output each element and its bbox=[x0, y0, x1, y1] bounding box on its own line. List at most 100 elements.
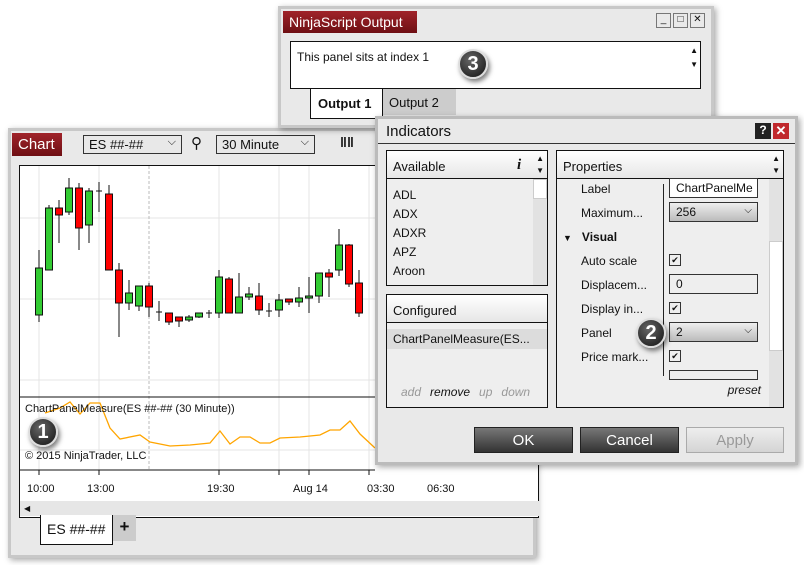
tab-instrument[interactable]: ES ##-## bbox=[40, 515, 113, 545]
list-item[interactable]: APZ bbox=[393, 245, 417, 259]
candle bbox=[135, 285, 143, 307]
candle bbox=[275, 299, 283, 311]
candle bbox=[75, 187, 83, 229]
prop-maximum-name: Maximum... bbox=[581, 206, 644, 220]
scrollbar[interactable] bbox=[769, 179, 783, 407]
badge-1: 1 bbox=[28, 417, 58, 447]
list-item[interactable]: ADX bbox=[393, 207, 418, 221]
down-button[interactable]: down bbox=[501, 385, 531, 399]
candle bbox=[115, 269, 123, 304]
output-text: This panel sits at index 1 bbox=[297, 50, 430, 64]
window-controls: _ □ ✕ bbox=[656, 13, 705, 28]
candle bbox=[345, 244, 353, 285]
candle bbox=[65, 187, 73, 213]
search-icon[interactable]: ⚲ bbox=[191, 135, 202, 152]
indicator-line bbox=[44, 401, 376, 449]
prop-price-marker-name: Price mark... bbox=[581, 350, 649, 364]
scroll-arrows[interactable]: ▲ ▼ bbox=[536, 154, 544, 175]
instrument-selector[interactable]: ES ##-## ⌵ bbox=[83, 135, 182, 154]
badge-2: 2 bbox=[636, 318, 666, 348]
maximum-value: 256 bbox=[676, 205, 697, 219]
scrollbar[interactable]: ◀ bbox=[20, 501, 540, 516]
prop-display-in-name: Display in... bbox=[581, 302, 644, 316]
info-icon[interactable]: i bbox=[517, 157, 522, 173]
autoscale-checkbox[interactable]: ✔ bbox=[669, 254, 681, 266]
candle bbox=[355, 282, 363, 314]
candle bbox=[245, 293, 253, 298]
minimize-icon[interactable]: _ bbox=[656, 13, 671, 28]
x-axis-label: 13:00 bbox=[87, 483, 115, 495]
scroll-arrows[interactable]: ▲ ▼ bbox=[690, 46, 698, 69]
candle bbox=[315, 272, 323, 297]
x-axis-label: Aug 14 bbox=[293, 483, 328, 495]
chart-title: Chart bbox=[12, 133, 62, 156]
configured-actions: add remove up down bbox=[401, 385, 530, 399]
up-button[interactable]: up bbox=[479, 385, 493, 399]
tab-output-2[interactable]: Output 2 bbox=[383, 89, 456, 115]
candle bbox=[85, 190, 93, 226]
candle bbox=[35, 267, 43, 316]
bar-type-icon[interactable]: ‖‖ bbox=[340, 134, 354, 150]
candle bbox=[255, 295, 263, 311]
ok-button[interactable]: OK bbox=[474, 427, 573, 453]
section-title: Visual bbox=[581, 230, 618, 244]
configured-header: Configured bbox=[387, 295, 547, 323]
x-axis-label: 10:00 bbox=[27, 483, 55, 495]
price-marker-checkbox[interactable]: ✔ bbox=[669, 350, 681, 362]
available-title: Available bbox=[393, 159, 446, 174]
add-button[interactable]: add bbox=[401, 385, 422, 399]
preset-link[interactable]: preset bbox=[727, 383, 761, 397]
panel-value: 2 bbox=[676, 325, 683, 339]
scrollbar[interactable] bbox=[533, 179, 547, 285]
collapse-icon: ▼ bbox=[563, 233, 572, 243]
x-axis-label: 03:30 bbox=[367, 483, 395, 495]
badge-3: 3 bbox=[458, 49, 488, 79]
chevron-down-icon: ⌵ bbox=[167, 136, 176, 148]
list-item[interactable]: Aroon bbox=[393, 264, 426, 278]
available-panel: Available i ▲ ▼ ADL ADX ADXR APZ Aroon bbox=[386, 150, 548, 286]
scroll-arrows[interactable]: ▲ ▼ bbox=[772, 154, 780, 175]
candle bbox=[295, 297, 303, 303]
prop-panel-name: Panel bbox=[581, 326, 612, 340]
grid-divider bbox=[663, 184, 664, 376]
configured-item[interactable]: ChartPanelMeasure(ES... bbox=[387, 329, 547, 349]
chevron-down-icon: ⌵ bbox=[300, 136, 309, 148]
remove-button[interactable]: remove bbox=[430, 385, 471, 399]
displacement-field[interactable]: 0 bbox=[669, 274, 758, 294]
prop-displacement-name: Displacem... bbox=[581, 278, 648, 292]
maximum-select[interactable]: 256 ⌵ bbox=[669, 202, 758, 222]
next-field[interactable] bbox=[669, 370, 758, 380]
list-item[interactable]: ADL bbox=[393, 188, 417, 202]
display-in-checkbox[interactable]: ✔ bbox=[669, 302, 681, 314]
candle bbox=[125, 292, 133, 304]
instrument-value: ES ##-## bbox=[89, 137, 144, 152]
interval-selector[interactable]: 30 Minute ⌵ bbox=[216, 135, 315, 154]
apply-button[interactable]: Apply bbox=[686, 427, 784, 453]
label-field[interactable]: ChartPanelMe bbox=[669, 178, 758, 198]
properties-panel: Properties ▲ ▼ Label ChartPanelMe Maximum.… bbox=[556, 150, 784, 408]
output-textbox[interactable]: This panel sits at index 1 ▲ ▼ bbox=[290, 41, 701, 89]
dialog-title: Indicators bbox=[386, 123, 452, 140]
copyright: © 2015 NinjaTrader, LLC bbox=[25, 450, 147, 462]
tab-output-1[interactable]: Output 1 bbox=[310, 89, 383, 119]
title-divider bbox=[378, 143, 795, 144]
output-title: NinjaScript Output bbox=[283, 11, 417, 33]
help-button[interactable]: ? bbox=[755, 123, 771, 139]
section-visual[interactable]: ▼ Visual bbox=[563, 230, 617, 244]
candle bbox=[215, 276, 223, 314]
candle bbox=[45, 207, 53, 271]
maximize-icon[interactable]: □ bbox=[673, 13, 688, 28]
configured-panel: Configured ChartPanelMeasure(ES... add r… bbox=[386, 294, 548, 408]
candle bbox=[235, 296, 243, 314]
list-item[interactable]: ADXR bbox=[393, 226, 427, 240]
candle bbox=[145, 285, 153, 308]
add-tab-button[interactable]: + bbox=[113, 515, 136, 541]
close-icon[interactable]: ✕ bbox=[690, 13, 705, 28]
x-axis-label: 19:30 bbox=[207, 483, 235, 495]
close-button[interactable]: ✕ bbox=[773, 123, 789, 139]
candle bbox=[55, 207, 63, 216]
properties-header: Properties ▲ ▼ bbox=[557, 151, 783, 179]
panel-select[interactable]: 2 ⌵ bbox=[669, 322, 758, 342]
cancel-button[interactable]: Cancel bbox=[580, 427, 679, 453]
x-axis-label: 06:30 bbox=[427, 483, 455, 495]
